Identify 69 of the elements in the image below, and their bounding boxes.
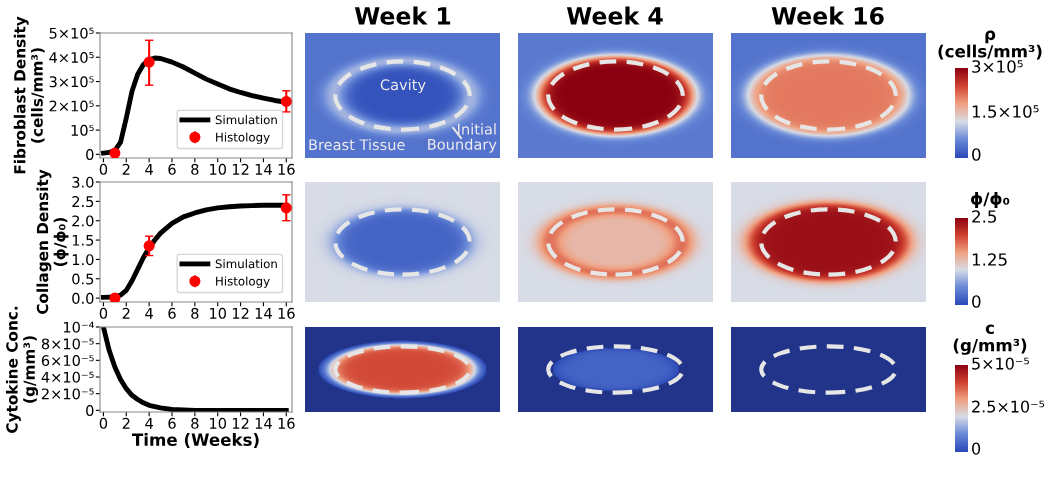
y-tick-label: 2.5: [72, 196, 94, 208]
y-tick-label: 10⁻⁴: [63, 321, 94, 333]
y-tick-label: 2×10⁻⁵: [41, 388, 94, 400]
x-tick-label: 8: [191, 163, 199, 175]
y-tick-label: 1.5: [72, 234, 94, 246]
x-tick-label: 14: [255, 418, 272, 429]
text: Initial Boundary: [428, 123, 497, 153]
y-tick-label: 4×10⁻⁵: [41, 371, 94, 383]
y-tick-label: 10⁵: [71, 124, 94, 136]
text: Week 1: [354, 6, 451, 25]
text: Week 4: [566, 6, 663, 25]
y-tick-label: 3×10⁵: [49, 76, 94, 88]
y-tick-label: 3.0: [72, 176, 94, 188]
text: 2.5: [972, 210, 997, 223]
text: Week 16: [771, 6, 884, 25]
x-tick-label: 8: [191, 417, 199, 429]
text: ϕ/ϕ₀: [971, 191, 1010, 209]
x-tick-label: 14: [255, 164, 272, 175]
x-tick-label: 10: [210, 307, 227, 319]
text: 2.5×10⁻⁵: [972, 400, 1045, 413]
y-tick-label: 6×10⁻⁵: [41, 355, 94, 367]
x-tick-label: 4: [145, 308, 153, 319]
y-tick-label: 5×10⁵: [49, 27, 94, 39]
x-tick-label: 0: [99, 307, 108, 319]
text: Cavity: [380, 78, 426, 94]
legend-label: Simulation: [215, 115, 277, 125]
x-tick-label: 16: [278, 307, 295, 319]
x-tick-label: 6: [168, 307, 176, 319]
text: 0: [972, 148, 981, 161]
y-tick-label: 0.0: [72, 292, 94, 304]
x-tick-label: 2: [122, 307, 130, 319]
x-tick-label: 0: [99, 163, 108, 175]
legend-label: Simulation: [215, 259, 277, 269]
x-tick-label: 16: [278, 417, 295, 429]
x-tick-label: 2: [122, 417, 130, 429]
x-tick-label: 12: [232, 163, 249, 175]
x-tick-label: 0: [99, 417, 108, 429]
y-tick-label: 2.0: [72, 215, 94, 227]
x-tick-label: 6: [168, 417, 176, 429]
y-tick-label: 2×10⁵: [49, 100, 94, 112]
x-tick-label: 12: [232, 417, 249, 429]
x-tick-label: 2: [122, 163, 130, 175]
y-tick-label: 8×10⁻⁵: [41, 338, 94, 350]
x-tick-label: 4: [145, 418, 153, 429]
text: 1.5×10⁵: [972, 105, 1039, 118]
y-tick-label: 1.0: [72, 254, 94, 266]
text: 0: [972, 295, 981, 308]
text: 5×10⁻⁵: [972, 357, 1029, 370]
legend-label: Histology: [216, 132, 270, 144]
y-tick-label: 0: [86, 149, 94, 161]
x-tick-label: 16: [278, 163, 295, 175]
x-tick-label: 10: [210, 163, 227, 175]
text: Breast Tissue: [309, 138, 405, 151]
x-tick-label: 12: [232, 307, 249, 319]
y-tick-label: 0.5: [72, 273, 94, 285]
x-tick-label: 14: [255, 308, 272, 319]
x-tick-label: 8: [191, 307, 199, 319]
text: 3×10⁵: [972, 60, 1023, 73]
x-tick-label: 4: [145, 164, 153, 175]
text: 1.25: [972, 253, 1007, 266]
y-tick-label: 4×10⁵: [49, 51, 94, 64]
y-tick-label: 0: [86, 405, 94, 417]
x-axis-title: Time (Weeks): [131, 433, 259, 448]
legend-label: Histology: [216, 276, 270, 288]
text: ρ (cells/mm³): [938, 30, 1042, 60]
x-tick-label: 6: [168, 163, 176, 175]
x-tick-label: 10: [210, 417, 227, 429]
text: c (g/mm³): [953, 324, 1027, 355]
text: 0: [972, 442, 981, 455]
